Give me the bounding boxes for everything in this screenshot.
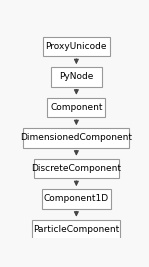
Text: Component: Component <box>50 103 103 112</box>
Text: DimensionedComponent: DimensionedComponent <box>20 134 132 142</box>
Text: PyNode: PyNode <box>59 72 94 81</box>
FancyBboxPatch shape <box>51 67 102 87</box>
Text: ParticleComponent: ParticleComponent <box>33 225 119 234</box>
Text: Component1D: Component1D <box>44 194 109 203</box>
FancyBboxPatch shape <box>42 189 111 209</box>
FancyBboxPatch shape <box>48 98 105 117</box>
FancyBboxPatch shape <box>23 128 129 148</box>
Text: ProxyUnicode: ProxyUnicode <box>46 42 107 51</box>
FancyBboxPatch shape <box>34 159 119 178</box>
FancyBboxPatch shape <box>43 37 110 56</box>
FancyBboxPatch shape <box>32 220 120 239</box>
Text: DiscreteComponent: DiscreteComponent <box>31 164 121 173</box>
